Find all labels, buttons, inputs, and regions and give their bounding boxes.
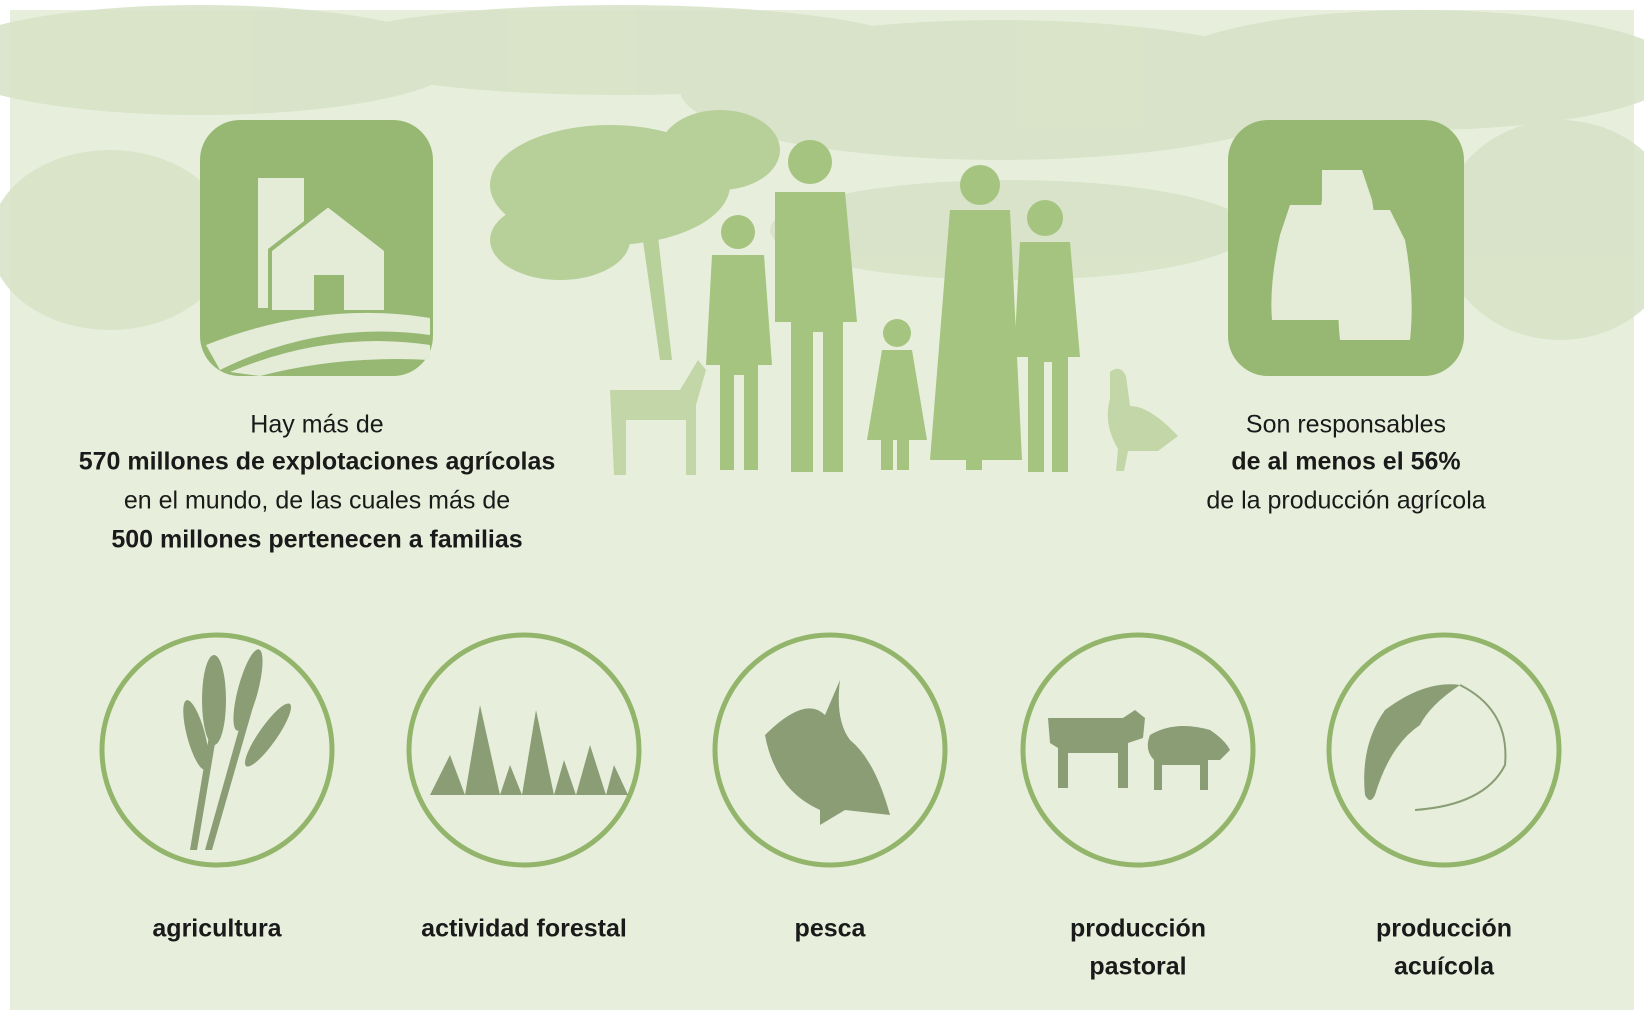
- activity-label: pesca: [795, 915, 867, 943]
- activity-label: acuícola: [1394, 953, 1495, 981]
- tree-crown: [490, 200, 630, 280]
- page: Agricultura familiar {"left_stat": {"lin…: [0, 0, 1644, 1019]
- right-stat-line: Son responsables: [1246, 411, 1446, 439]
- right-stat-line: de al menos el 56%: [1231, 448, 1460, 476]
- person-head: [1027, 200, 1063, 236]
- activity-label: producción: [1070, 915, 1206, 943]
- right-stat-line: de la producción agrícola: [1206, 487, 1485, 515]
- barn-door: [314, 275, 344, 312]
- person-head: [788, 140, 832, 184]
- activity-label: actividad forestal: [421, 915, 627, 943]
- tree-crown: [660, 110, 780, 190]
- barn-icon: [200, 120, 433, 376]
- left-stat-line: 570 millones de explotaciones agrícolas: [79, 448, 556, 476]
- left-stat-line: en el mundo, de las cuales más de: [124, 487, 510, 515]
- ear: [202, 655, 226, 745]
- left-stat-line: 500 millones pertenecen a familias: [111, 526, 522, 554]
- infographic: Hay más de 570 millones de explotaciones …: [0, 0, 1644, 1019]
- sacks-icon: [1228, 120, 1464, 376]
- cloud: [0, 150, 230, 330]
- body: Hay más de 570 millones de explotaciones …: [0, 0, 1644, 1019]
- person-head: [883, 319, 911, 347]
- activity-label: agricultura: [152, 915, 282, 943]
- left-stat-line: Hay más de: [250, 411, 383, 439]
- person-head: [960, 165, 1000, 205]
- activity-label: pastoral: [1089, 953, 1186, 981]
- person-head: [721, 215, 755, 249]
- activity-label: producción: [1376, 915, 1512, 943]
